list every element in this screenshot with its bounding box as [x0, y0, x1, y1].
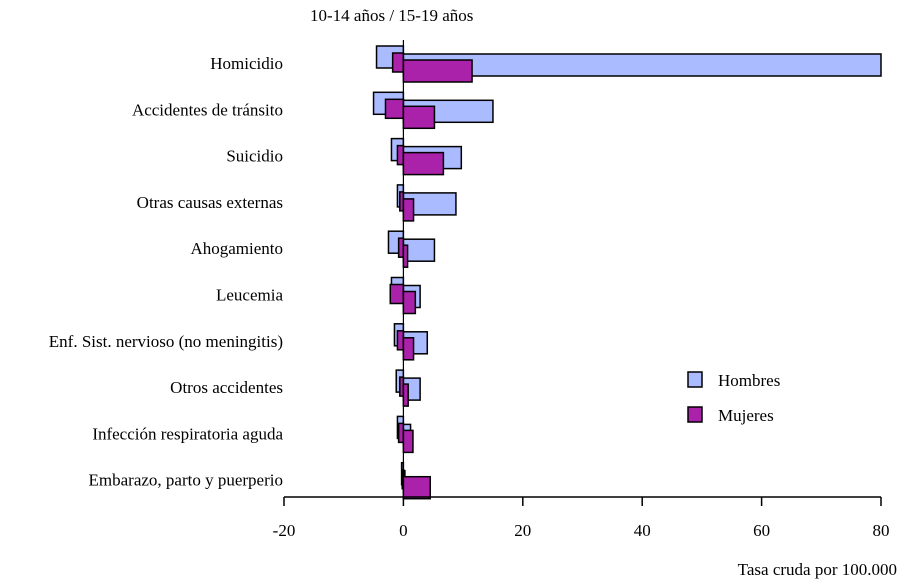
- category-label: Enf. Sist. nervioso (no meningitis): [49, 332, 283, 351]
- bar-mujeres-15-19: [402, 475, 432, 500]
- legend: Hombres Mujeres: [687, 371, 780, 425]
- category-label: Otros accidentes: [170, 378, 283, 397]
- bar-mujeres-15-19: [402, 290, 417, 315]
- category-label: Accidentes de tránsito: [132, 100, 283, 119]
- category-labels: Homicidio Accidentes de tránsito Suicidio O…: [49, 54, 284, 490]
- bar-hombres-15-19: [402, 53, 882, 77]
- category-label: Ahogamiento: [190, 239, 283, 258]
- bar-mujeres-15-19: [402, 429, 414, 454]
- bar-mujeres-15-19: [402, 337, 415, 361]
- x-tick-label: 0: [399, 521, 408, 540]
- x-tick-label: 80: [873, 521, 890, 540]
- category-label: Infección respiratoria aguda: [92, 424, 283, 443]
- chart-title: 10-14 años / 15-19 años: [310, 6, 473, 25]
- category-label: Suicidio: [226, 147, 283, 166]
- x-tick-label: -20: [273, 521, 296, 540]
- legend-label-mujeres: Mujeres: [718, 406, 774, 425]
- legend-swatch-hombres: [687, 371, 703, 388]
- legend-label-hombres: Hombres: [718, 371, 780, 390]
- bar-mujeres-10-14: [384, 98, 405, 120]
- x-axis-ticks: -20 0 20 40 60 80: [273, 497, 890, 540]
- category-label: Otras causas externas: [137, 193, 283, 212]
- x-tick-label: 20: [514, 521, 531, 540]
- category-label: Embarazo, parto y puerperio: [89, 471, 283, 490]
- bar-mujeres-15-19: [402, 105, 436, 130]
- bar-mujeres-15-19: [402, 59, 473, 83]
- bars: [372, 40, 882, 500]
- category-label: Leucemia: [216, 286, 283, 305]
- bar-mujeres-15-19: [402, 198, 415, 222]
- bar-mujeres-10-14: [396, 330, 405, 351]
- bar-mujeres-10-14: [389, 283, 405, 305]
- bar-mujeres-15-19: [402, 151, 445, 176]
- bar-mujeres-10-14: [396, 144, 405, 166]
- bar-mujeres-15-19: [402, 244, 409, 268]
- legend-swatch-mujeres: [687, 406, 703, 423]
- x-tick-label: 40: [634, 521, 651, 540]
- bar-mujeres-15-19: [402, 383, 409, 407]
- bar-mujeres-10-14: [391, 52, 405, 73]
- category-label: Homicidio: [210, 54, 283, 73]
- x-axis-label: Tasa cruda por 100.000: [738, 560, 897, 579]
- x-tick-label: 60: [753, 521, 770, 540]
